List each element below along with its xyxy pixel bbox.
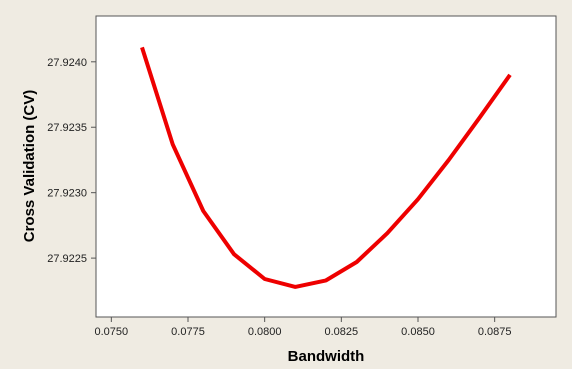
x-tick-label: 0.0850 (401, 326, 435, 338)
y-tick-label: 27.9225 (47, 253, 87, 265)
series-layer (140, 46, 512, 289)
x-tick-label: 0.0775 (171, 326, 205, 338)
x-tick-label: 0.0750 (95, 326, 129, 338)
y-tick-label: 27.9230 (47, 188, 87, 200)
y-tick-label: 27.9240 (47, 57, 87, 69)
x-axis-ticks: 0.0750 0.0775 0.0800 0.0825 0.0850 0.0875 (95, 317, 512, 338)
y-tick-label: 27.9235 (47, 122, 87, 134)
y-axis-ticks: 27.9225 27.9230 27.9235 27.9240 (47, 57, 96, 265)
x-tick-label: 0.0800 (248, 326, 282, 338)
x-tick-label: 0.0825 (325, 326, 359, 338)
cv-series-line (140, 46, 512, 289)
plot-area (95, 15, 557, 318)
y-axis-title: Cross Validation (CV) (21, 90, 38, 243)
x-tick-label: 0.0875 (478, 326, 512, 338)
x-axis-title: Bandwidth (288, 348, 365, 365)
